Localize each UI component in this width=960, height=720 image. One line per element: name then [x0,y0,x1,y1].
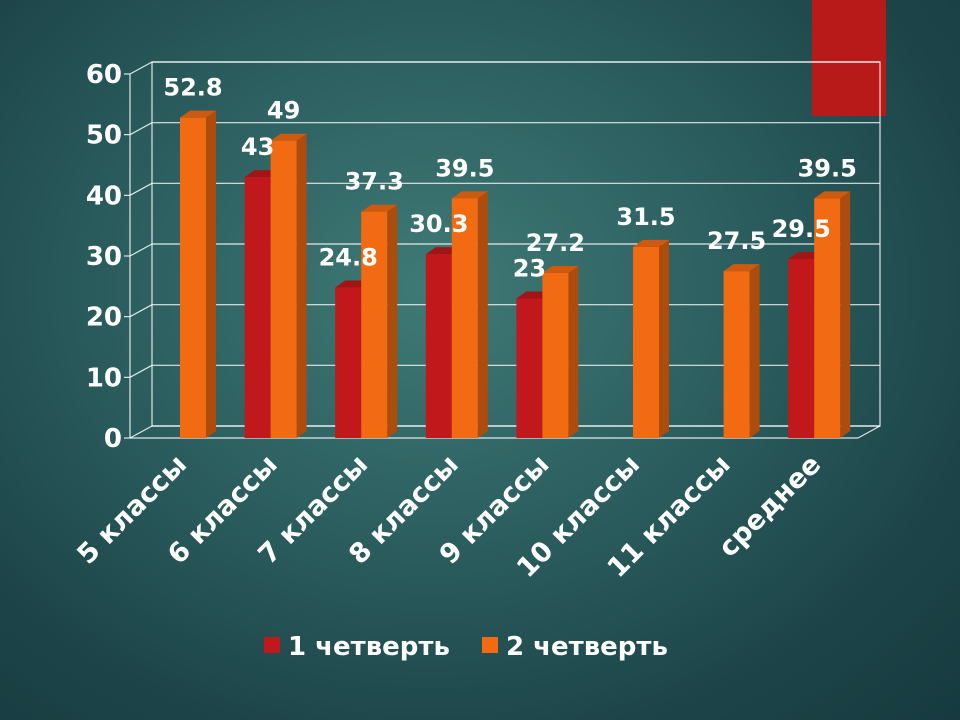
gridline-diagonal [129,243,153,257]
chart-legend: 1 четверть 2 четверть [264,632,668,662]
bar-top [361,204,398,212]
bar-front [244,177,271,438]
gridline-diagonal [129,304,153,318]
data-label: 52.8 [163,74,222,102]
bar-side [206,110,216,439]
bar-2 [451,191,488,438]
data-label: 39.5 [435,154,494,182]
data-label: 43 [241,133,274,161]
gridline-diagonal [129,61,153,75]
y-tick-label: 60 [86,60,122,90]
legend-label: 1 четверть [288,632,450,662]
y-tick-label: 40 [86,181,122,211]
bar-front [516,298,543,438]
bar-front [542,272,569,438]
bar-top [270,133,307,141]
data-label: 39.5 [798,154,857,182]
data-label: 37.3 [345,168,404,196]
data-label: 24.8 [319,244,378,272]
bar-front [788,259,815,438]
legend-swatch [264,637,280,653]
bar-front [633,246,659,438]
data-label: 49 [267,97,300,125]
data-label: 27.2 [526,229,585,257]
data-label: 30.3 [409,210,468,238]
gridline-diagonal [129,364,153,378]
legend-label: 2 четверть [506,632,668,662]
corner-decoration [812,0,886,116]
bar-top [814,191,851,199]
gridline-diagonal [129,122,153,136]
y-tick-label: 20 [86,303,122,333]
bar-front [270,140,297,438]
y-tick-label: 30 [86,242,122,272]
bar-2 [180,110,216,439]
data-label: 27.5 [707,227,766,255]
bar-top [451,191,488,199]
chart-grid [124,61,881,439]
bar-top [723,264,760,272]
bar-2 [723,264,760,438]
bar-top [180,110,216,118]
floor-right-edge [857,425,881,439]
y-tick-label: 10 [86,363,122,393]
bar-side [659,239,669,438]
bar-side [477,191,488,438]
gridline-diagonal [129,425,153,439]
data-label: 29.5 [772,215,831,243]
bar-2 [542,265,579,438]
chart-bars [180,110,851,439]
bar-front [335,287,362,438]
bar-2 [633,239,669,438]
data-label: 31.5 [616,203,675,231]
bar-side [387,204,398,438]
bar-side [840,191,851,438]
bar-front [814,198,841,438]
bar-side [749,264,760,438]
bar-side [296,133,307,438]
gridline-diagonal [129,182,153,196]
bar-front [451,198,478,438]
y-axis-ticks: 0 10 20 30 40 50 60 [86,60,122,454]
bar-top [633,239,669,247]
bar-front [180,117,206,439]
legend-swatch [482,637,498,653]
y-tick-label: 0 [104,424,122,454]
bar-2 [814,191,851,438]
bar-front [723,271,750,438]
bar-side [568,265,579,438]
bar-front [361,211,388,438]
bar-front [425,254,452,438]
bar-2 [361,204,398,438]
bar-2 [270,133,307,438]
y-tick-label: 50 [86,121,122,151]
data-label: 23 [513,254,546,282]
bar-top [542,265,579,273]
